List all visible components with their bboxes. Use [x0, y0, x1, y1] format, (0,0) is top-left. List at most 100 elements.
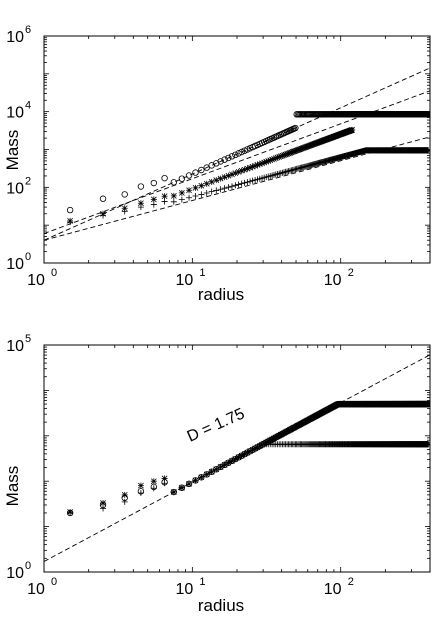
x-tick-label-exponent: 1	[199, 576, 205, 588]
data-point	[302, 144, 309, 151]
data-point	[292, 147, 299, 154]
data-point	[267, 157, 274, 164]
data-point	[121, 491, 128, 498]
data-point	[292, 124, 299, 132]
data-point	[249, 163, 256, 170]
y-axis-label: Mass	[3, 130, 22, 171]
data-point	[170, 489, 177, 496]
data-point	[100, 505, 107, 512]
data-point	[254, 161, 261, 168]
data-point	[252, 162, 259, 169]
y-tick-label: 10	[6, 105, 24, 122]
data-point	[282, 429, 289, 436]
x-tick-label: 10	[175, 272, 193, 289]
data-point	[269, 436, 276, 443]
x-tick-label: 10	[27, 272, 45, 289]
data-point	[249, 177, 256, 184]
data-point	[99, 195, 107, 202]
data-point	[186, 480, 193, 487]
data-point	[276, 170, 283, 177]
data-point	[121, 191, 128, 198]
data-point	[298, 145, 305, 152]
reference-line	[44, 67, 430, 241]
data-point	[296, 146, 303, 153]
data-point	[208, 188, 215, 195]
data-point	[178, 196, 185, 203]
y-tick-label-exponent: 2	[25, 175, 31, 187]
slope-annotation: D = 1.75	[185, 405, 248, 445]
data-point	[281, 152, 288, 159]
data-point	[217, 158, 224, 165]
data-point	[292, 423, 299, 430]
data-point	[289, 425, 296, 432]
data-point	[232, 182, 239, 189]
data-point	[235, 454, 242, 461]
x-tick-label: 10	[27, 581, 45, 598]
data-point	[161, 198, 168, 205]
data-point	[293, 147, 300, 154]
data-point	[235, 168, 242, 175]
data-point	[121, 205, 128, 212]
data-point	[150, 196, 157, 203]
data-point	[161, 475, 168, 482]
x-tick-label: 10	[324, 272, 342, 289]
data-point	[137, 489, 144, 496]
data-point	[217, 463, 224, 470]
y-tick-label-exponent: 5	[25, 333, 31, 345]
data-point	[67, 509, 74, 516]
data-point	[277, 431, 284, 438]
x-tick-label-exponent: 2	[348, 267, 354, 279]
data-point	[247, 178, 254, 185]
data-point	[247, 448, 254, 455]
data-point	[198, 474, 205, 481]
data-point	[137, 200, 144, 207]
data-point	[192, 477, 199, 484]
data-point	[170, 179, 178, 186]
x-tick-label-exponent: 1	[199, 267, 205, 279]
reference-line	[44, 354, 430, 562]
data-point	[288, 149, 295, 156]
data-point	[247, 164, 254, 171]
data-point	[288, 426, 295, 433]
series-plus	[67, 441, 430, 516]
data-point	[303, 143, 310, 150]
plot-area	[44, 67, 430, 241]
data-point	[100, 212, 107, 219]
data-point	[244, 179, 251, 186]
data-point	[213, 187, 220, 194]
data-point	[293, 423, 300, 430]
data-point	[198, 166, 205, 174]
data-point	[213, 177, 220, 184]
data-point	[225, 154, 232, 162]
data-point	[276, 153, 283, 160]
data-point	[225, 459, 232, 466]
data-point	[282, 151, 289, 158]
data-point	[208, 468, 215, 475]
data-point	[276, 432, 283, 439]
data-point	[269, 156, 276, 163]
data-point	[178, 189, 185, 196]
data-point	[286, 149, 293, 156]
data-point	[221, 174, 228, 181]
data-point	[281, 429, 288, 436]
data-point	[208, 178, 215, 185]
data-point	[300, 144, 307, 151]
data-point	[267, 437, 274, 444]
data-point	[270, 435, 277, 442]
data-point	[213, 160, 220, 167]
series-plus	[67, 147, 430, 226]
data-point	[265, 157, 272, 164]
data-point	[225, 184, 232, 191]
y-tick-label: 10	[6, 565, 24, 582]
data-point	[274, 433, 281, 440]
y-tick-label: 10	[6, 29, 24, 46]
data-point	[289, 148, 296, 155]
data-point	[232, 170, 239, 177]
data-point	[67, 219, 74, 226]
y-tick-label: 10	[6, 256, 24, 273]
data-point	[161, 193, 168, 200]
data-point	[272, 155, 279, 162]
data-point	[263, 158, 270, 165]
data-point	[285, 427, 292, 434]
